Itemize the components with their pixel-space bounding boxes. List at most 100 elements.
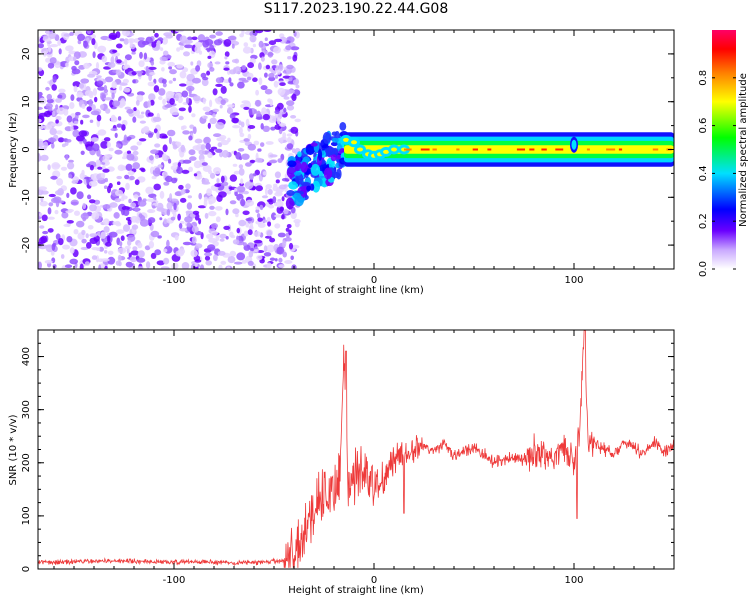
noise-blob [172, 77, 177, 82]
noise-blob [209, 172, 216, 179]
noise-blob [160, 47, 164, 51]
noise-blob [47, 164, 51, 171]
noise-blob [57, 39, 62, 46]
noise-blob [153, 85, 160, 93]
noise-blob [249, 173, 254, 181]
noise-blob [132, 79, 136, 84]
noise-blob [194, 243, 203, 249]
noise-blob [239, 132, 245, 138]
transition-blob [297, 151, 302, 158]
noise-blob [95, 159, 101, 166]
noise-blob [167, 129, 176, 137]
noise-blob [125, 261, 133, 268]
transition-blob [300, 181, 311, 187]
noise-blob [220, 139, 229, 146]
noise-blob [179, 45, 184, 51]
noise-blob [181, 169, 190, 174]
noise-blob [131, 71, 137, 76]
noise-blob [263, 245, 268, 253]
noise-blob [183, 51, 190, 57]
noise-blob [156, 131, 160, 140]
noise-blob [209, 99, 213, 108]
noise-blob [172, 144, 178, 150]
noise-blob [158, 88, 166, 96]
noise-blob [265, 64, 271, 70]
noise-blob [198, 218, 202, 225]
noise-blob [65, 154, 69, 161]
noise-blob [207, 55, 212, 60]
noise-blob [286, 100, 295, 106]
noise-blob [96, 114, 102, 122]
noise-blob [267, 51, 274, 58]
noise-blob [227, 104, 235, 108]
noise-blob [102, 218, 110, 226]
noise-blob [86, 176, 90, 185]
noise-blob [66, 139, 72, 143]
noise-blob [89, 204, 97, 212]
noise-blob [69, 102, 75, 109]
noise-blob [262, 219, 268, 223]
noise-blob [156, 260, 165, 266]
noise-blob [215, 234, 220, 242]
snr-xtick-label: -100 [163, 575, 186, 586]
noise-blob [233, 170, 241, 175]
noise-blob [175, 30, 184, 33]
noise-blob [55, 233, 61, 240]
noise-blob [213, 254, 218, 262]
noise-blob [168, 137, 172, 145]
noise-blob [163, 218, 168, 225]
noise-blob [185, 97, 190, 104]
noise-blob [157, 164, 163, 169]
noise-blob [81, 229, 86, 236]
transition-blob [302, 156, 310, 163]
noise-blob [260, 142, 265, 148]
noise-blob [256, 250, 265, 253]
noise-blob [69, 31, 74, 36]
noise-blob [273, 46, 281, 54]
noise-blob [249, 35, 257, 43]
transition-blob [310, 142, 318, 147]
noise-blob [174, 234, 179, 241]
noise-blob [88, 180, 98, 187]
noise-blob [171, 177, 178, 184]
noise-blob [261, 107, 267, 114]
noise-blob [247, 125, 256, 129]
noise-blob [96, 247, 101, 251]
noise-blob [216, 137, 225, 142]
noise-blob [161, 78, 167, 84]
noise-blob [240, 198, 246, 207]
noise-blob [207, 62, 214, 69]
noise-blob [208, 210, 217, 217]
noise-blob [241, 153, 250, 160]
noise-blob [257, 217, 263, 222]
noise-blob [180, 144, 186, 153]
noise-blob [248, 250, 254, 258]
noise-blob [260, 56, 265, 62]
noise-blob [157, 235, 162, 239]
signal-peak [516, 148, 525, 151]
transition-blob [323, 167, 333, 180]
noise-blob [220, 175, 225, 183]
noise-blob [283, 96, 290, 100]
noise-blob [39, 212, 43, 217]
noise-blob [100, 172, 106, 179]
noise-blob [97, 129, 107, 136]
noise-blob [55, 104, 59, 110]
noise-blob [138, 138, 147, 142]
noise-blob [268, 76, 276, 82]
noise-blob [127, 170, 135, 176]
noise-blob [126, 109, 134, 114]
noise-blob [115, 229, 125, 234]
transition-blob [331, 171, 341, 179]
noise-blob [126, 150, 132, 155]
noise-blob [229, 174, 238, 182]
noise-blob [286, 143, 294, 150]
noise-blob [128, 198, 132, 204]
noise-blob [80, 212, 89, 220]
noise-blob [91, 212, 100, 220]
noise-blob [107, 235, 111, 243]
noise-blob [207, 152, 213, 159]
noise-blob [266, 162, 272, 166]
noise-blob [115, 260, 121, 266]
noise-blob [110, 116, 118, 123]
